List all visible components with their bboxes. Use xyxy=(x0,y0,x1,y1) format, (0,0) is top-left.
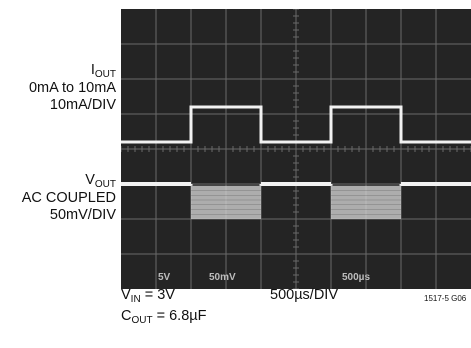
iout-subscript: OUT xyxy=(94,69,116,80)
vout-label: VOUT AC COUPLED 50mV/DIV xyxy=(22,172,116,224)
vout-ripple-band xyxy=(331,185,401,219)
figure-id: 1517-5 G06 xyxy=(424,294,467,303)
readout-ch1: 5V xyxy=(158,272,171,283)
iout-scale: 10mA/DIV xyxy=(49,97,116,113)
timebase-label: 500µs/DIV xyxy=(270,287,338,303)
iout-label: IOUT 0mA to 10mA 10mA/DIV xyxy=(29,62,116,114)
readout-ch2: 50mV xyxy=(209,272,236,283)
cout-symbol: C xyxy=(121,308,132,324)
oscilloscope-screen: 5V 50mV 500µs xyxy=(121,9,471,289)
cout-value: = 6.8µF xyxy=(152,308,207,324)
iout-symbol: I xyxy=(90,62,95,78)
cout-subscript: OUT xyxy=(131,315,153,326)
vin-symbol: V xyxy=(121,287,131,303)
vin-value: = 3V xyxy=(140,287,175,303)
iout-trace xyxy=(121,105,471,144)
graticule xyxy=(121,9,471,289)
vout-symbol: V xyxy=(85,172,95,188)
readout-timebase: 500µs xyxy=(342,272,370,283)
vin-condition: VIN = 3V xyxy=(121,287,175,305)
vin-subscript: IN xyxy=(130,294,141,305)
vout-coupling: AC COUPLED xyxy=(21,190,116,206)
iout-range: 0mA to 10mA xyxy=(28,80,116,96)
vout-ripple-bands xyxy=(191,185,401,219)
vout-subscript: OUT xyxy=(94,179,116,190)
traces xyxy=(121,105,471,186)
cout-condition: COUT = 6.8µF xyxy=(121,308,207,326)
vout-ripple-band xyxy=(191,185,261,219)
vout-scale: 50mV/DIV xyxy=(49,207,116,223)
